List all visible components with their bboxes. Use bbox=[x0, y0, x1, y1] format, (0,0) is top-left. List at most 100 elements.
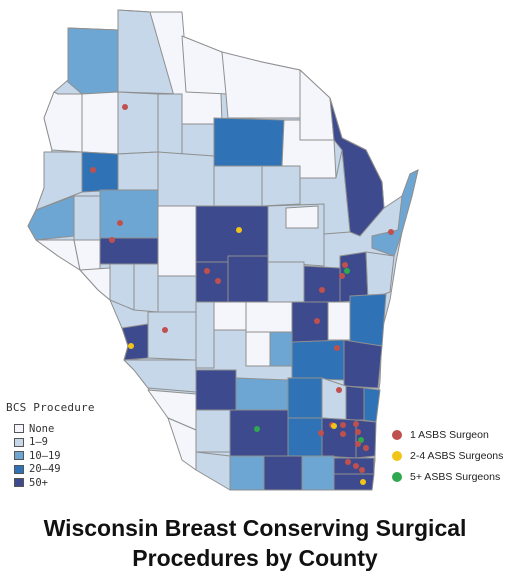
county-waukesha bbox=[321, 417, 357, 459]
county-burnett bbox=[43, 91, 83, 153]
county-kenosha bbox=[333, 473, 375, 491]
county-florence-forest bbox=[299, 69, 335, 141]
surgeon-legend-label: 2-4 ASBS Surgeons bbox=[410, 449, 504, 462]
surgeon-legend-item: 5+ ASBS Surgeons bbox=[392, 466, 503, 487]
caption-line-2: Procedures by County bbox=[132, 545, 378, 571]
county-la-crosse bbox=[121, 323, 149, 361]
legend-swatch bbox=[14, 424, 24, 434]
county-ozaukee bbox=[363, 387, 381, 423]
marker-1-surgeon bbox=[339, 273, 345, 279]
surgeon-dot-icon bbox=[392, 429, 402, 440]
marker-1-surgeon bbox=[388, 229, 394, 235]
county-st-croix bbox=[27, 195, 75, 241]
county-door bbox=[371, 169, 419, 257]
county-monroe bbox=[147, 311, 197, 361]
legend-label: 1–9 bbox=[29, 436, 48, 449]
county-jackson bbox=[133, 263, 159, 313]
county-marathon bbox=[195, 205, 269, 263]
county-marquette bbox=[245, 331, 271, 367]
marker-1-surgeon bbox=[340, 422, 346, 428]
marker-1-surgeon bbox=[359, 467, 365, 473]
county-dane bbox=[229, 409, 289, 457]
county-portage bbox=[227, 255, 269, 303]
county-washington bbox=[345, 385, 365, 421]
county-taylor bbox=[157, 151, 215, 207]
county-rock bbox=[263, 455, 303, 491]
legend-label: 20–49 bbox=[29, 463, 61, 476]
marker-1-surgeon bbox=[90, 167, 96, 173]
marker-1-surgeon bbox=[319, 287, 325, 293]
county-sheboygan bbox=[343, 339, 383, 389]
county-richland bbox=[195, 369, 237, 411]
bcs-legend-item: 1–9 bbox=[14, 436, 61, 450]
marker-2-4-surgeons bbox=[331, 423, 337, 429]
county-walworth bbox=[301, 455, 335, 491]
legend-swatch bbox=[14, 437, 24, 447]
county-outagamie bbox=[303, 265, 341, 303]
bcs-legend-item: 50+ bbox=[14, 476, 61, 490]
bcs-legend-item: 20–49 bbox=[14, 463, 61, 477]
county-langlade bbox=[261, 165, 301, 207]
legend-label: 50+ bbox=[29, 476, 48, 489]
marker-5-plus-surgeons bbox=[344, 268, 350, 274]
county-sauk bbox=[235, 377, 289, 413]
legend-swatch bbox=[14, 464, 24, 474]
bcs-legend-item: 10–19 bbox=[14, 449, 61, 463]
marker-1-surgeon bbox=[204, 268, 210, 274]
surgeon-dot-icon bbox=[392, 450, 402, 461]
surgeon-legend: 1 ASBS Surgeon 2-4 ASBS Surgeons 5+ ASBS… bbox=[392, 424, 503, 487]
caption-line-1: Wisconsin Breast Conserving Surgical bbox=[43, 515, 467, 541]
marker-1-surgeon bbox=[345, 459, 351, 465]
county-manitowoc bbox=[349, 293, 387, 347]
surgeon-dot-icon bbox=[392, 471, 402, 482]
legend-label: None bbox=[29, 422, 55, 435]
county-wood bbox=[195, 261, 229, 303]
marker-1-surgeon bbox=[336, 387, 342, 393]
county-juneau bbox=[195, 301, 215, 369]
bcs-legend: None 1–9 10–19 20–49 50+ bbox=[14, 422, 61, 490]
marker-2-4-surgeons bbox=[128, 343, 134, 349]
marker-1-surgeon bbox=[334, 345, 340, 351]
county-vernon bbox=[123, 359, 197, 393]
marker-1-surgeon bbox=[318, 430, 324, 436]
marker-1-surgeon bbox=[162, 327, 168, 333]
county-rusk bbox=[117, 151, 159, 191]
county-adams bbox=[213, 301, 247, 331]
marker-1-surgeon bbox=[355, 429, 361, 435]
marker-1-surgeon bbox=[353, 463, 359, 469]
county-price bbox=[157, 93, 183, 157]
map-caption: Wisconsin Breast Conserving Surgical Pro… bbox=[0, 513, 510, 573]
marker-1-surgeon bbox=[363, 445, 369, 451]
county-buffalo bbox=[79, 267, 111, 301]
county-oneida bbox=[213, 117, 285, 167]
county-green bbox=[229, 455, 265, 491]
county-lincoln bbox=[213, 165, 263, 207]
marker-1-surgeon bbox=[355, 441, 361, 447]
bcs-legend-title: BCS Procedure bbox=[6, 401, 95, 414]
marker-1-surgeon bbox=[314, 318, 320, 324]
marker-1-surgeon bbox=[122, 104, 128, 110]
marker-1-surgeon bbox=[342, 262, 348, 268]
marker-1-surgeon bbox=[117, 220, 123, 226]
marker-1-surgeon bbox=[340, 431, 346, 437]
surgeon-legend-item: 1 ASBS Surgeon bbox=[392, 424, 503, 445]
county-dunn bbox=[73, 195, 101, 241]
county-iron bbox=[181, 35, 229, 95]
county-columbia bbox=[287, 377, 323, 419]
marker-1-surgeon bbox=[109, 237, 115, 243]
marker-1-surgeon bbox=[215, 278, 221, 284]
surgeon-legend-item: 2-4 ASBS Surgeons bbox=[392, 445, 503, 466]
marker-1-surgeon bbox=[353, 421, 359, 427]
legend-swatch bbox=[14, 451, 24, 461]
county-green-lake bbox=[269, 331, 293, 367]
county-marinette bbox=[329, 97, 385, 237]
marker-2-4-surgeons bbox=[360, 479, 366, 485]
county-calumet bbox=[327, 301, 351, 341]
surgeon-legend-label: 1 ASBS Surgeon bbox=[410, 428, 489, 441]
county-washburn bbox=[81, 91, 119, 155]
county-winnebago bbox=[291, 301, 329, 343]
county-vilas bbox=[221, 51, 301, 119]
county-chippewa bbox=[99, 189, 159, 239]
county-waupaca bbox=[267, 261, 305, 303]
legend-label: 10–19 bbox=[29, 449, 61, 462]
